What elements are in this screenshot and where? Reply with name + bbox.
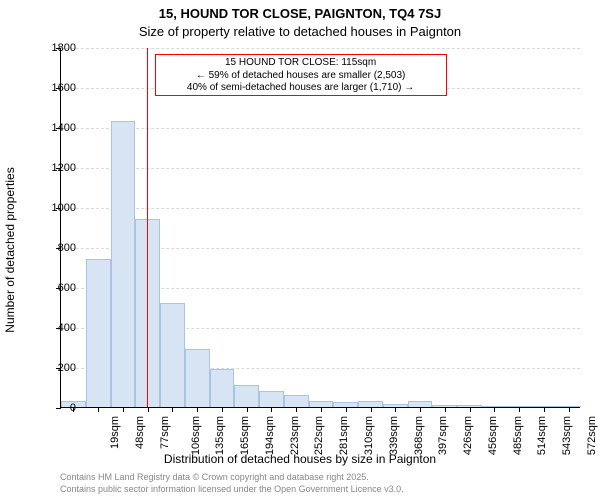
- y-tick-label: 1200: [36, 162, 76, 174]
- annotation-line: 40% of semi-detached houses are larger (…: [162, 82, 440, 95]
- annotation-line: 15 HOUND TOR CLOSE: 115sqm: [162, 57, 440, 70]
- x-tick: [544, 407, 545, 412]
- y-axis-label: Number of detached properties: [3, 167, 17, 332]
- reference-line: [147, 48, 148, 407]
- x-tick: [123, 407, 124, 412]
- x-tick-label: 543sqm: [561, 416, 573, 455]
- x-tick: [172, 407, 173, 412]
- gridline: [61, 128, 580, 129]
- x-tick: [371, 407, 372, 412]
- histogram-bar: [111, 121, 136, 407]
- x-tick-label: 281sqm: [338, 416, 350, 455]
- histogram-bar: [210, 369, 235, 407]
- y-tick-label: 600: [36, 282, 76, 294]
- x-tick: [321, 407, 322, 412]
- y-tick-label: 0: [36, 402, 76, 414]
- histogram-bar: [234, 385, 259, 407]
- page-subtitle: Size of property relative to detached ho…: [0, 24, 600, 39]
- x-tick-label: 368sqm: [413, 416, 425, 455]
- x-tick: [519, 407, 520, 412]
- x-tick: [271, 407, 272, 412]
- x-tick: [395, 407, 396, 412]
- annotation-box: 15 HOUND TOR CLOSE: 115sqm← 59% of detac…: [155, 54, 447, 96]
- x-tick-label: 514sqm: [536, 416, 548, 455]
- x-tick-label: 426sqm: [462, 416, 474, 455]
- x-tick: [445, 407, 446, 412]
- gridline: [61, 48, 580, 49]
- x-tick: [222, 407, 223, 412]
- y-tick-label: 1600: [36, 82, 76, 94]
- histogram-bar: [185, 349, 210, 407]
- histogram-bar: [86, 259, 111, 407]
- gridline: [61, 208, 580, 209]
- x-tick-label: 48sqm: [134, 416, 146, 449]
- x-tick-label: 310sqm: [363, 416, 375, 455]
- y-tick-label: 400: [36, 322, 76, 334]
- y-tick-label: 1400: [36, 122, 76, 134]
- x-tick-label: 194sqm: [264, 416, 276, 455]
- x-tick: [247, 407, 248, 412]
- x-tick-label: 485sqm: [512, 416, 524, 455]
- x-tick: [420, 407, 421, 412]
- x-tick-label: 456sqm: [487, 416, 499, 455]
- x-tick-label: 77sqm: [159, 416, 171, 449]
- x-tick-label: 106sqm: [190, 416, 202, 455]
- histogram-bar: [160, 303, 185, 407]
- histogram-bar: [259, 391, 284, 407]
- footer-line-2: Contains public sector information licen…: [60, 484, 404, 494]
- gridline: [61, 168, 580, 169]
- x-tick: [346, 407, 347, 412]
- x-tick: [98, 407, 99, 412]
- annotation-line: ← 59% of detached houses are smaller (2,…: [162, 70, 440, 83]
- x-tick-label: 339sqm: [388, 416, 400, 455]
- x-tick-label: 165sqm: [239, 416, 251, 455]
- x-tick-label: 572sqm: [586, 416, 598, 455]
- x-tick: [470, 407, 471, 412]
- y-tick-label: 800: [36, 242, 76, 254]
- footer-line-1: Contains HM Land Registry data © Crown c…: [60, 472, 369, 482]
- x-tick-label: 135sqm: [215, 416, 227, 455]
- histogram-bar: [284, 395, 309, 407]
- chart-plot-area: 15 HOUND TOR CLOSE: 115sqm← 59% of detac…: [60, 48, 580, 408]
- y-tick-label: 200: [36, 362, 76, 374]
- y-tick-label: 1000: [36, 202, 76, 214]
- x-tick: [569, 407, 570, 412]
- page-title: 15, HOUND TOR CLOSE, PAIGNTON, TQ4 7SJ: [0, 6, 600, 21]
- x-tick-label: 223sqm: [289, 416, 301, 455]
- x-tick: [197, 407, 198, 412]
- x-tick: [148, 407, 149, 412]
- x-tick: [494, 407, 495, 412]
- x-tick-label: 252sqm: [314, 416, 326, 455]
- x-tick-label: 397sqm: [437, 416, 449, 455]
- y-tick-label: 1800: [36, 42, 76, 54]
- x-tick-label: 19sqm: [109, 416, 121, 449]
- x-tick: [296, 407, 297, 412]
